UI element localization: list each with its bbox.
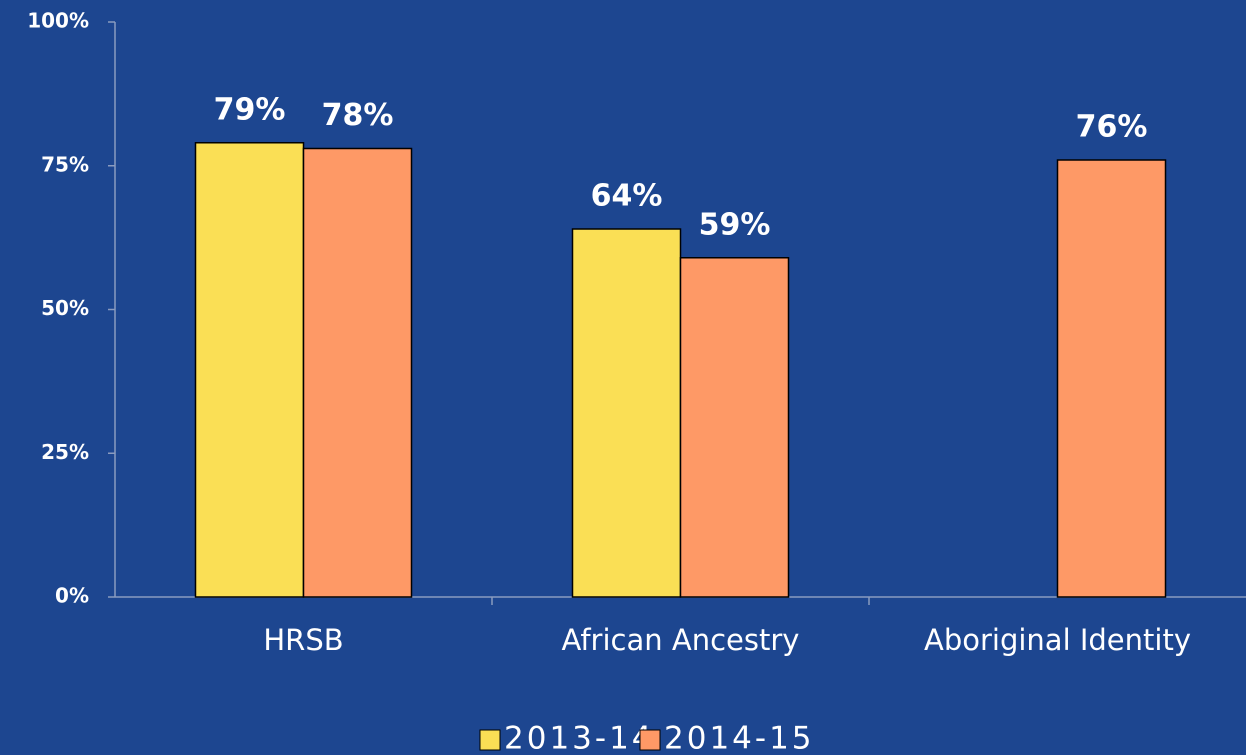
legend-swatch — [479, 729, 501, 751]
x-tick-label: African Ancestry — [562, 623, 800, 657]
bar — [1056, 159, 1167, 598]
y-tick-label: 50% — [41, 296, 89, 320]
x-tick-label: HRSB — [263, 623, 343, 657]
bar — [571, 228, 682, 598]
legend-swatch — [639, 729, 661, 751]
bar — [302, 147, 413, 598]
y-tick-label: 100% — [27, 9, 89, 33]
legend-label: 2013-14 — [504, 721, 655, 755]
y-tick-label: 0% — [55, 584, 89, 608]
x-tick-label: Aboriginal Identity — [924, 623, 1191, 657]
data-label: 64% — [591, 179, 663, 214]
bar — [679, 257, 790, 598]
bar — [194, 142, 305, 598]
y-tick-label: 75% — [41, 152, 89, 176]
data-label: 78% — [322, 98, 394, 133]
y-tick-label: 25% — [41, 440, 89, 464]
data-label: 59% — [699, 207, 771, 242]
data-label: 79% — [214, 92, 286, 127]
legend-label: 2014-15 — [664, 721, 815, 755]
data-label: 76% — [1076, 110, 1148, 145]
